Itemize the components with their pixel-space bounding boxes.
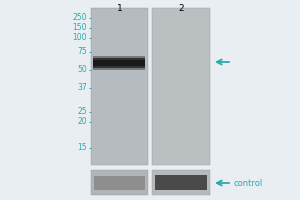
Text: 250: 250: [73, 14, 87, 22]
Bar: [93, 58, 145, 60]
Bar: [93, 68, 145, 70]
Text: 100: 100: [73, 33, 87, 43]
Text: 25: 25: [77, 108, 87, 116]
Text: 2: 2: [178, 4, 184, 13]
Bar: [152, 8, 210, 165]
Text: 15: 15: [77, 144, 87, 152]
Bar: [94, 176, 145, 190]
Bar: [91, 170, 148, 195]
Bar: [93, 66, 145, 68]
Text: 150: 150: [73, 23, 87, 32]
Bar: [155, 175, 207, 190]
Text: 37: 37: [77, 84, 87, 92]
Bar: [91, 8, 148, 165]
Text: 20: 20: [77, 117, 87, 127]
Text: 50: 50: [77, 66, 87, 74]
Text: 1: 1: [117, 4, 122, 13]
Text: control: control: [234, 178, 263, 188]
Bar: [93, 60, 145, 66]
Bar: [93, 56, 145, 58]
Bar: [152, 170, 210, 195]
Text: 75: 75: [77, 47, 87, 56]
